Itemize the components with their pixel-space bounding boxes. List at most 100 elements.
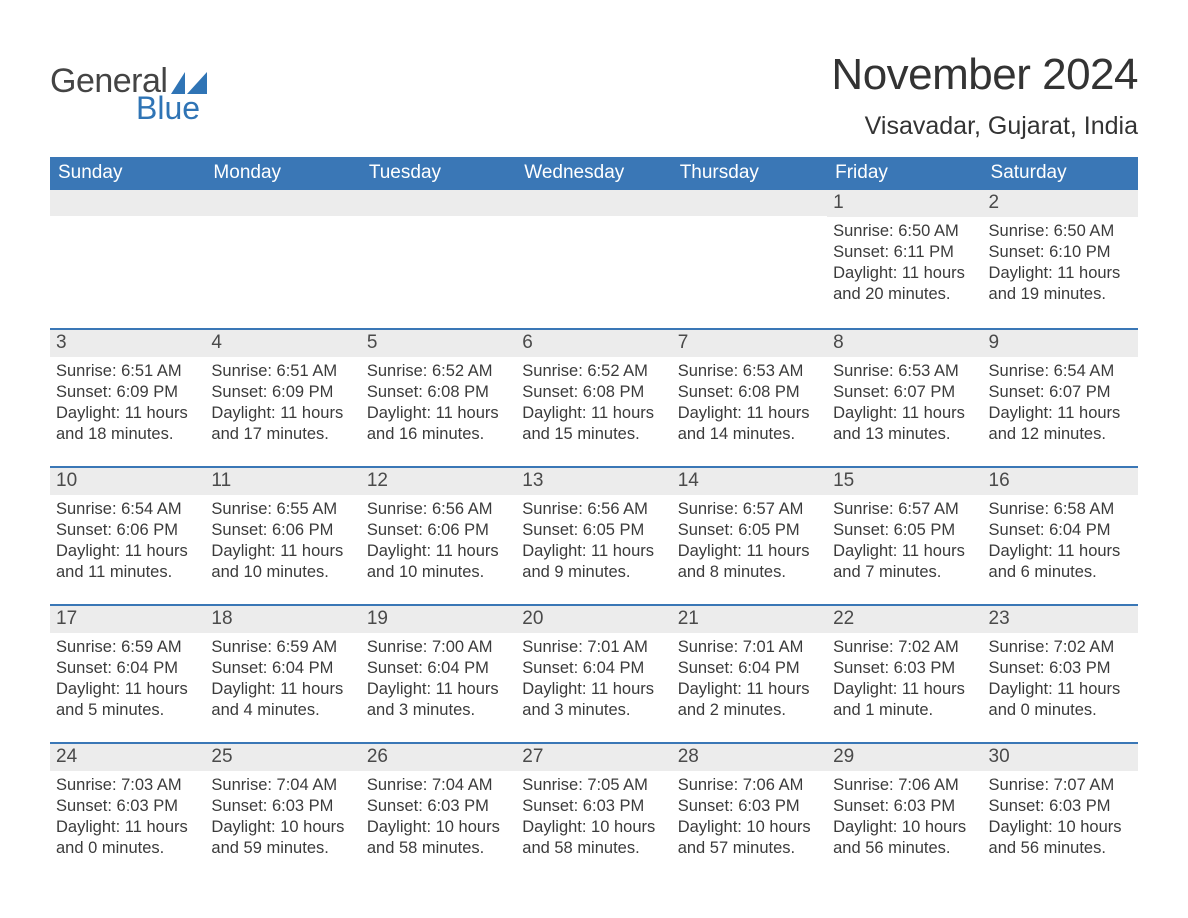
calendar-cell: 12Sunrise: 6:56 AMSunset: 6:06 PMDayligh… xyxy=(361,466,516,604)
sunrise-text: Sunrise: 6:56 AM xyxy=(522,499,665,520)
day-number: 8 xyxy=(827,330,982,357)
calendar-week-row: 1Sunrise: 6:50 AMSunset: 6:11 PMDaylight… xyxy=(50,190,1138,328)
daylight-text: Daylight: 11 hours and 3 minutes. xyxy=(367,679,510,721)
day-details: Sunrise: 6:54 AMSunset: 6:06 PMDaylight:… xyxy=(50,495,205,589)
day-number: 18 xyxy=(205,606,360,633)
calendar-cell: 17Sunrise: 6:59 AMSunset: 6:04 PMDayligh… xyxy=(50,604,205,742)
day-details: Sunrise: 7:02 AMSunset: 6:03 PMDaylight:… xyxy=(983,633,1138,727)
day-details: Sunrise: 7:06 AMSunset: 6:03 PMDaylight:… xyxy=(672,771,827,865)
sunrise-text: Sunrise: 6:50 AM xyxy=(989,221,1132,242)
day-number: 3 xyxy=(50,330,205,357)
daylight-text: Daylight: 11 hours and 17 minutes. xyxy=(211,403,354,445)
day-number: 6 xyxy=(516,330,671,357)
daylight-text: Daylight: 10 hours and 57 minutes. xyxy=(678,817,821,859)
calendar-cell: 2Sunrise: 6:50 AMSunset: 6:10 PMDaylight… xyxy=(983,190,1138,328)
day-details: Sunrise: 6:56 AMSunset: 6:05 PMDaylight:… xyxy=(516,495,671,589)
calendar-cell: 19Sunrise: 7:00 AMSunset: 6:04 PMDayligh… xyxy=(361,604,516,742)
sunrise-text: Sunrise: 6:57 AM xyxy=(678,499,821,520)
sunset-text: Sunset: 6:04 PM xyxy=(989,520,1132,541)
calendar-cell: 8Sunrise: 6:53 AMSunset: 6:07 PMDaylight… xyxy=(827,328,982,466)
sunset-text: Sunset: 6:08 PM xyxy=(522,382,665,403)
day-details: Sunrise: 6:59 AMSunset: 6:04 PMDaylight:… xyxy=(50,633,205,727)
calendar-cell: 11Sunrise: 6:55 AMSunset: 6:06 PMDayligh… xyxy=(205,466,360,604)
day-number: 1 xyxy=(827,190,982,217)
day-details: Sunrise: 6:53 AMSunset: 6:07 PMDaylight:… xyxy=(827,357,982,451)
sunrise-text: Sunrise: 6:52 AM xyxy=(367,361,510,382)
daylight-text: Daylight: 11 hours and 11 minutes. xyxy=(56,541,199,583)
weekday-header: Sunday xyxy=(50,157,205,190)
calendar-week-row: 24Sunrise: 7:03 AMSunset: 6:03 PMDayligh… xyxy=(50,742,1138,880)
calendar-cell: 10Sunrise: 6:54 AMSunset: 6:06 PMDayligh… xyxy=(50,466,205,604)
sunset-text: Sunset: 6:10 PM xyxy=(989,242,1132,263)
sunrise-text: Sunrise: 7:02 AM xyxy=(989,637,1132,658)
calendar-cell xyxy=(516,190,671,328)
day-details: Sunrise: 7:06 AMSunset: 6:03 PMDaylight:… xyxy=(827,771,982,865)
sunset-text: Sunset: 6:07 PM xyxy=(989,382,1132,403)
day-details: Sunrise: 7:01 AMSunset: 6:04 PMDaylight:… xyxy=(516,633,671,727)
daylight-text: Daylight: 10 hours and 58 minutes. xyxy=(522,817,665,859)
sunset-text: Sunset: 6:07 PM xyxy=(833,382,976,403)
calendar-cell: 24Sunrise: 7:03 AMSunset: 6:03 PMDayligh… xyxy=(50,742,205,880)
day-number: 12 xyxy=(361,468,516,495)
day-number xyxy=(205,190,360,216)
daylight-text: Daylight: 11 hours and 9 minutes. xyxy=(522,541,665,583)
calendar-cell: 5Sunrise: 6:52 AMSunset: 6:08 PMDaylight… xyxy=(361,328,516,466)
day-number: 15 xyxy=(827,468,982,495)
day-details: Sunrise: 6:52 AMSunset: 6:08 PMDaylight:… xyxy=(361,357,516,451)
location-label: Visavadar, Gujarat, India xyxy=(831,112,1138,141)
calendar-cell: 14Sunrise: 6:57 AMSunset: 6:05 PMDayligh… xyxy=(672,466,827,604)
day-details: Sunrise: 6:51 AMSunset: 6:09 PMDaylight:… xyxy=(50,357,205,451)
day-number: 2 xyxy=(983,190,1138,217)
sunrise-text: Sunrise: 7:06 AM xyxy=(833,775,976,796)
calendar-cell: 9Sunrise: 6:54 AMSunset: 6:07 PMDaylight… xyxy=(983,328,1138,466)
sunset-text: Sunset: 6:06 PM xyxy=(56,520,199,541)
day-number: 11 xyxy=(205,468,360,495)
sunrise-text: Sunrise: 6:54 AM xyxy=(989,361,1132,382)
sunset-text: Sunset: 6:03 PM xyxy=(833,796,976,817)
calendar-cell: 7Sunrise: 6:53 AMSunset: 6:08 PMDaylight… xyxy=(672,328,827,466)
sunset-text: Sunset: 6:05 PM xyxy=(678,520,821,541)
sunrise-text: Sunrise: 7:04 AM xyxy=(211,775,354,796)
calendar-week-row: 3Sunrise: 6:51 AMSunset: 6:09 PMDaylight… xyxy=(50,328,1138,466)
sunset-text: Sunset: 6:04 PM xyxy=(678,658,821,679)
calendar-cell: 27Sunrise: 7:05 AMSunset: 6:03 PMDayligh… xyxy=(516,742,671,880)
day-number: 10 xyxy=(50,468,205,495)
sunset-text: Sunset: 6:03 PM xyxy=(678,796,821,817)
calendar-cell: 26Sunrise: 7:04 AMSunset: 6:03 PMDayligh… xyxy=(361,742,516,880)
sunrise-text: Sunrise: 6:54 AM xyxy=(56,499,199,520)
day-number: 22 xyxy=(827,606,982,633)
daylight-text: Daylight: 11 hours and 14 minutes. xyxy=(678,403,821,445)
sunrise-text: Sunrise: 7:06 AM xyxy=(678,775,821,796)
sunrise-text: Sunrise: 6:52 AM xyxy=(522,361,665,382)
sunrise-text: Sunrise: 6:55 AM xyxy=(211,499,354,520)
weekday-header: Monday xyxy=(205,157,360,190)
day-number: 25 xyxy=(205,744,360,771)
sunrise-text: Sunrise: 7:05 AM xyxy=(522,775,665,796)
day-number: 19 xyxy=(361,606,516,633)
calendar-cell: 22Sunrise: 7:02 AMSunset: 6:03 PMDayligh… xyxy=(827,604,982,742)
day-number: 21 xyxy=(672,606,827,633)
day-details: Sunrise: 6:51 AMSunset: 6:09 PMDaylight:… xyxy=(205,357,360,451)
sunset-text: Sunset: 6:09 PM xyxy=(56,382,199,403)
day-details: Sunrise: 7:04 AMSunset: 6:03 PMDaylight:… xyxy=(361,771,516,865)
daylight-text: Daylight: 11 hours and 5 minutes. xyxy=(56,679,199,721)
day-number xyxy=(516,190,671,216)
day-details: Sunrise: 6:53 AMSunset: 6:08 PMDaylight:… xyxy=(672,357,827,451)
calendar-cell: 28Sunrise: 7:06 AMSunset: 6:03 PMDayligh… xyxy=(672,742,827,880)
daylight-text: Daylight: 10 hours and 59 minutes. xyxy=(211,817,354,859)
calendar-cell xyxy=(50,190,205,328)
sunset-text: Sunset: 6:03 PM xyxy=(833,658,976,679)
sunrise-text: Sunrise: 6:59 AM xyxy=(211,637,354,658)
day-number xyxy=(672,190,827,216)
day-number: 4 xyxy=(205,330,360,357)
day-details: Sunrise: 7:04 AMSunset: 6:03 PMDaylight:… xyxy=(205,771,360,865)
day-details: Sunrise: 6:50 AMSunset: 6:11 PMDaylight:… xyxy=(827,217,982,311)
sunrise-text: Sunrise: 7:01 AM xyxy=(678,637,821,658)
day-details: Sunrise: 7:01 AMSunset: 6:04 PMDaylight:… xyxy=(672,633,827,727)
day-details: Sunrise: 7:00 AMSunset: 6:04 PMDaylight:… xyxy=(361,633,516,727)
day-number xyxy=(361,190,516,216)
day-number: 17 xyxy=(50,606,205,633)
day-number: 5 xyxy=(361,330,516,357)
sunset-text: Sunset: 6:11 PM xyxy=(833,242,976,263)
sunrise-text: Sunrise: 7:02 AM xyxy=(833,637,976,658)
